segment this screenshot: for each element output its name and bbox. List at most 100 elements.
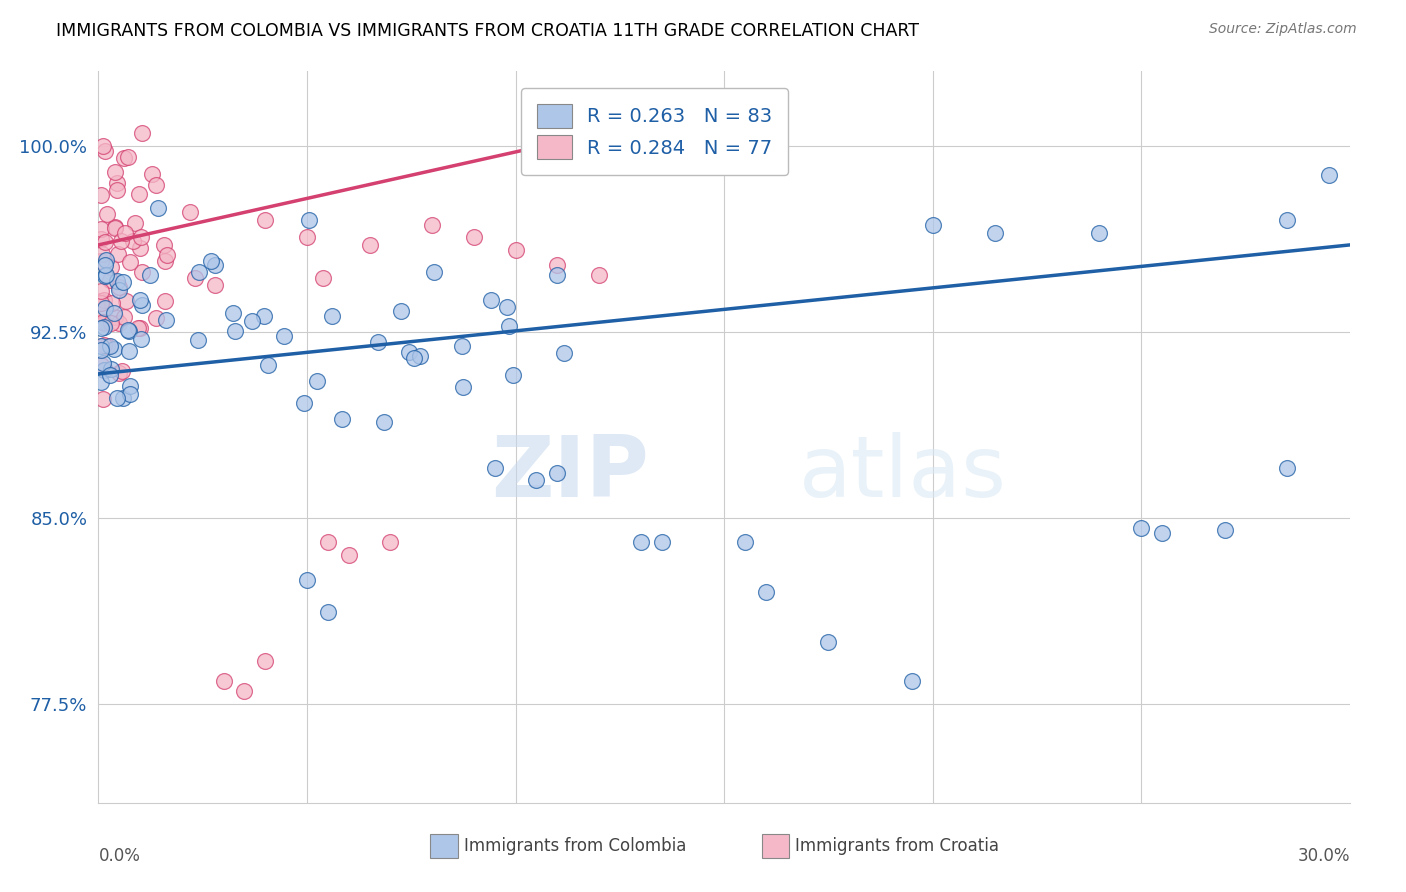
Point xyxy=(94,268,117,282)
Point xyxy=(153,293,176,308)
Point xyxy=(155,312,177,326)
Point xyxy=(89,359,111,373)
Y-axis label: 11th Grade: 11th Grade xyxy=(0,386,6,488)
Text: ZIP: ZIP xyxy=(491,432,650,516)
Text: atlas: atlas xyxy=(799,432,1007,516)
Point xyxy=(187,333,209,347)
Point xyxy=(311,271,333,285)
Text: 30.0%: 30.0% xyxy=(1298,847,1350,864)
Point xyxy=(1277,213,1299,227)
Point xyxy=(463,230,485,244)
Point xyxy=(330,412,353,426)
Text: 0.0%: 0.0% xyxy=(98,847,141,864)
Point xyxy=(546,258,568,272)
FancyBboxPatch shape xyxy=(430,834,457,858)
Point xyxy=(423,265,446,279)
Point xyxy=(204,258,226,272)
Point xyxy=(111,275,134,289)
Point xyxy=(479,293,502,307)
Point xyxy=(212,674,235,689)
Point xyxy=(129,321,152,335)
Point xyxy=(127,321,149,335)
Point xyxy=(90,321,112,335)
Point xyxy=(224,325,246,339)
FancyBboxPatch shape xyxy=(762,834,789,858)
Legend: R = 0.263   N = 83, R = 0.284   N = 77: R = 0.263 N = 83, R = 0.284 N = 77 xyxy=(522,88,787,175)
Point xyxy=(100,260,122,274)
Point xyxy=(112,310,135,325)
Point xyxy=(117,150,139,164)
Point xyxy=(96,339,118,353)
Point xyxy=(817,634,839,648)
Point xyxy=(93,293,115,308)
Point xyxy=(96,207,118,221)
Point xyxy=(112,151,135,165)
Point xyxy=(900,674,922,689)
Point xyxy=(93,338,115,352)
Point xyxy=(93,356,115,370)
Point xyxy=(115,294,138,309)
Point xyxy=(204,277,226,292)
Text: Immigrants from Croatia: Immigrants from Croatia xyxy=(796,837,1000,855)
Point xyxy=(389,304,412,318)
Point xyxy=(100,362,122,376)
Point xyxy=(254,655,277,669)
Point xyxy=(91,247,114,261)
Point xyxy=(111,364,134,378)
Point xyxy=(984,226,1007,240)
Point xyxy=(89,232,111,246)
Point xyxy=(734,535,756,549)
Point xyxy=(105,183,128,197)
Point xyxy=(307,375,329,389)
Point xyxy=(546,268,568,282)
Point xyxy=(145,178,167,192)
Point xyxy=(93,320,115,334)
Point xyxy=(128,241,150,255)
Text: IMMIGRANTS FROM COLOMBIA VS IMMIGRANTS FROM CROATIA 11TH GRADE CORRELATION CHART: IMMIGRANTS FROM COLOMBIA VS IMMIGRANTS F… xyxy=(56,22,920,40)
Point xyxy=(145,310,167,325)
Point xyxy=(107,316,129,330)
Point xyxy=(118,254,141,268)
Point xyxy=(121,234,143,248)
Point xyxy=(90,254,112,268)
Point xyxy=(420,218,443,232)
Point xyxy=(89,339,111,353)
Point xyxy=(337,548,360,562)
Point xyxy=(152,237,174,252)
Point xyxy=(93,316,115,330)
Point xyxy=(451,380,474,394)
Point xyxy=(89,294,111,309)
Point xyxy=(146,201,169,215)
Point xyxy=(404,351,426,365)
Point xyxy=(105,274,128,288)
Point xyxy=(254,213,277,227)
Point xyxy=(91,138,114,153)
Point xyxy=(222,306,245,320)
Point xyxy=(91,392,114,406)
Point xyxy=(398,345,420,359)
Point xyxy=(110,234,132,248)
Point xyxy=(184,271,207,285)
Point xyxy=(257,358,280,372)
Point xyxy=(96,253,118,268)
Point xyxy=(94,235,117,249)
Point xyxy=(505,243,527,257)
Point xyxy=(200,253,222,268)
Point xyxy=(89,284,111,298)
Point xyxy=(107,284,129,298)
Point xyxy=(292,395,315,409)
Point xyxy=(89,295,111,310)
Point xyxy=(93,363,115,377)
Point xyxy=(651,535,673,549)
Point xyxy=(316,605,339,619)
Point xyxy=(187,265,209,279)
Point xyxy=(128,187,150,202)
Point xyxy=(253,309,276,323)
Point xyxy=(94,144,117,158)
Point xyxy=(93,258,115,272)
Point xyxy=(921,218,943,232)
Point xyxy=(380,535,402,549)
Point xyxy=(156,247,179,261)
Point xyxy=(233,684,256,698)
Point xyxy=(141,167,163,181)
